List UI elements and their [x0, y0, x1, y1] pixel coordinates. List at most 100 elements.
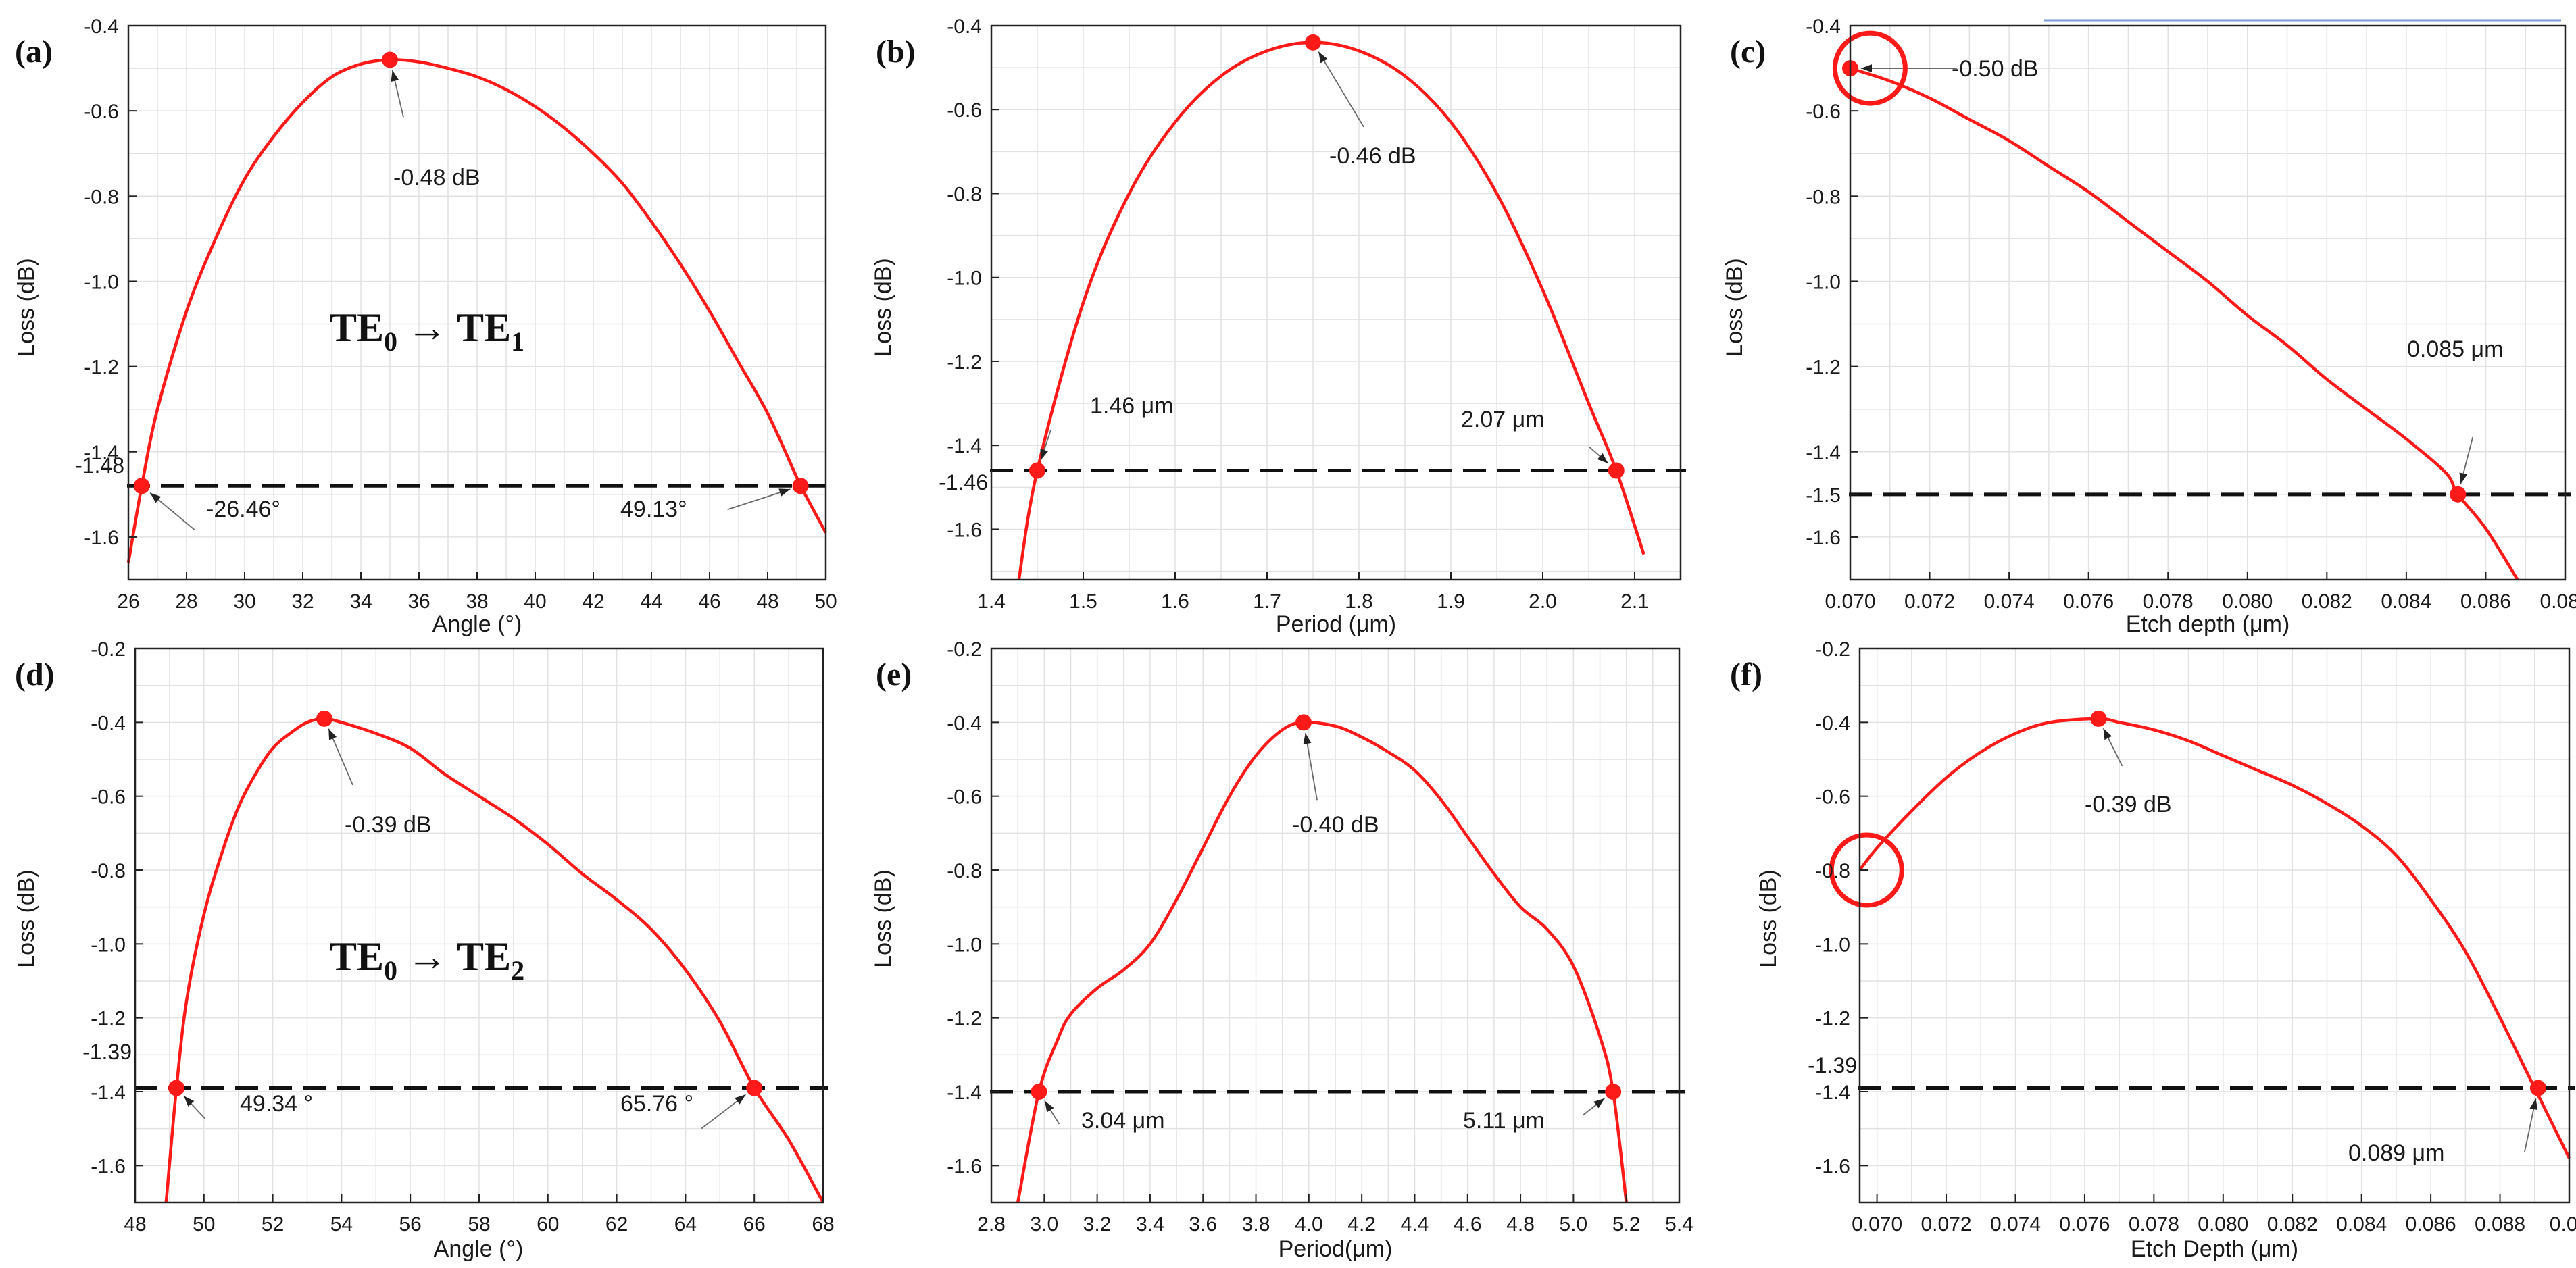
y-tick-label: -1.0 — [1815, 934, 1850, 956]
annotation-arrow-head — [150, 492, 162, 503]
x-tick-label: 44 — [640, 590, 662, 613]
highlight-ring — [1832, 30, 1908, 106]
data-marker — [133, 478, 150, 494]
x-tick-label: 0.086 — [2460, 590, 2511, 613]
x-tick-label: 0.084 — [2336, 1213, 2387, 1236]
panel-e-x-axis-title: Period(μm) — [1279, 1236, 1393, 1262]
x-tick-label: 62 — [605, 1213, 628, 1236]
x-tick-label: 3.0 — [1030, 1213, 1058, 1236]
panel-f-loss-curve — [1858, 717, 2571, 1159]
y-tick-label: -0.6 — [1815, 786, 1850, 809]
panel-c-loss-curve — [1850, 66, 2519, 581]
panel-b-markers — [1029, 34, 1625, 479]
panel-d-right-label: 65.76 ° — [620, 1091, 693, 1117]
panel-a-loss-curve — [126, 58, 827, 563]
y-tick-label: -1.0 — [1806, 271, 1841, 293]
x-tick-label: 46 — [698, 590, 720, 613]
x-tick-label: 38 — [466, 590, 488, 613]
panel-b-loss-curve — [1017, 41, 1645, 580]
annotation-arrow-head — [391, 70, 399, 82]
x-tick-label: 0.088 — [2475, 1213, 2525, 1236]
x-tick-label: 0.072 — [1921, 1213, 1972, 1236]
y-tick-label: -0.8 — [1806, 186, 1841, 208]
y-tick-label: -0.8 — [1815, 860, 1850, 882]
panel-b-label: (b) — [876, 34, 916, 70]
y-tick-label: -1.6 — [1806, 527, 1841, 549]
panel-b: 1.4 1.5 1.6 1.7 1.8 1.9 2.0 2.1 -1.6-1.4-1.2-1.… — [870, 16, 1686, 637]
panel-f-grid — [1860, 648, 2570, 1203]
annotation-arrow-head — [183, 1096, 195, 1107]
panel-c-y-axis-title: Loss (dB) — [1722, 258, 1748, 357]
y-tick-label: -1.2 — [1806, 357, 1841, 379]
y-tick-label: -0.6 — [91, 786, 126, 809]
panel-a-y-ticks: -1.6 -1.4 -1.2 -1.0 -0.8 -0.6 -0.4 — [84, 16, 137, 549]
x-tick-label: 0.080 — [2198, 1213, 2248, 1236]
annotation-arrow-head — [778, 488, 791, 497]
annotation-arrow-head — [1040, 449, 1048, 461]
y-tick-label: -0.8 — [947, 860, 982, 882]
data-marker — [2090, 710, 2107, 727]
panel-f-end-label: 0.089 μm — [2348, 1140, 2444, 1166]
panel-d-y-ticks: -1.6 -1.4 -1.2 -1.0 -0.8 -0.6 -0.4 -0.2 — [91, 638, 143, 1177]
y-tick-label: -0.6 — [947, 786, 982, 809]
y-tick-label: -0.4 — [1815, 712, 1850, 734]
annotation-arrow-head — [1861, 64, 1872, 73]
panel-f-frame — [1858, 647, 2571, 1204]
panel-f-x-axis-title: Etch Depth (μm) — [2131, 1236, 2298, 1262]
panel-b-x-axis-title: Period (μm) — [1276, 611, 1396, 637]
y-tick-label: -1.4 — [947, 1082, 982, 1104]
annotation-arrow-head — [1303, 733, 1312, 744]
y-tick-label: -1.4 — [84, 442, 119, 464]
y-tick-label: -1.2 — [91, 1008, 126, 1030]
x-tick-label: 0.078 — [2129, 1213, 2179, 1236]
panel-e-frame — [990, 647, 1681, 1204]
x-tick-label: 1.6 — [1161, 590, 1189, 613]
y-tick-label: -0.4 — [947, 16, 982, 38]
panel-f-label: (f) — [1730, 657, 1762, 692]
panel-c-start-label: -0.50 dB — [1952, 56, 2039, 82]
x-tick-label: 0.086 — [2406, 1213, 2456, 1236]
x-tick-label: 50 — [193, 1213, 215, 1236]
y-tick-label: -1.2 — [84, 357, 119, 379]
x-tick-label: 1.9 — [1437, 590, 1465, 613]
x-tick-label: 0.076 — [2059, 1213, 2110, 1236]
x-tick-label: 66 — [743, 1213, 766, 1236]
x-tick-label: 4.2 — [1347, 1213, 1376, 1236]
annotation-arrow-head — [2459, 472, 2468, 484]
y-tick-label: -1.4 — [1815, 1082, 1850, 1104]
highlight-ring — [1829, 832, 1904, 908]
panel-f: 0.070 0.072 0.074 0.076 0.078 0.080 0.082 0.084… — [1730, 638, 2576, 1262]
panel-b-y-ticks: -1.6 -1.4 -1.2 -1.0 -0.8 -0.6 -0.4 — [947, 16, 999, 541]
x-tick-label: 68 — [812, 1213, 834, 1236]
x-tick-label: 36 — [407, 590, 430, 613]
panel-a-mode-text: TE0 → TE1 — [330, 305, 524, 357]
x-tick-label: 40 — [524, 590, 546, 613]
panel-d-x-axis-title: Angle (°) — [434, 1236, 524, 1262]
annotation-arrow-head — [1593, 1098, 1605, 1109]
y-tick-label: -1.6 — [947, 1155, 982, 1177]
data-marker — [1608, 462, 1625, 479]
panel-d-markers — [168, 710, 763, 1130]
panel-a-y-axis-title: Loss (dB) — [14, 258, 39, 357]
y-tick-label: -1.5 — [1806, 484, 1841, 507]
panel-d-left-label: 49.34 ° — [240, 1091, 313, 1117]
x-tick-label: 0.074 — [1984, 590, 2035, 613]
y-tick-label: -1.2 — [947, 1008, 982, 1030]
x-tick-label: 0.088 — [2540, 590, 2576, 613]
y-tick-label: -0.4 — [91, 712, 126, 734]
annotation-arrow-head — [735, 1094, 746, 1105]
y-tick-label: -1.4 — [91, 1082, 126, 1104]
data-marker — [1029, 462, 1045, 479]
panel-a-markers — [133, 51, 809, 530]
panel-e: 2.8 3.0 3.2 3.4 3.6 3.8 4.0 4.2 4.4 4.6 4.8 5.0 5.2 5… — [870, 638, 1693, 1262]
x-tick-label: 2.8 — [977, 1213, 1006, 1236]
panel-b-reference-label: -1.46 — [939, 470, 988, 494]
y-tick-label: -1.2 — [947, 351, 982, 374]
x-tick-label: 4.8 — [1506, 1213, 1535, 1236]
data-marker — [1031, 1084, 1047, 1100]
x-tick-label: 1.7 — [1253, 590, 1281, 613]
panel-a-right-label: 49.13° — [620, 497, 687, 522]
annotation-arrow-line — [1318, 51, 1364, 128]
x-tick-label: 4.0 — [1295, 1213, 1323, 1236]
panel-c-end-label: 0.085 μm — [2407, 336, 2503, 362]
